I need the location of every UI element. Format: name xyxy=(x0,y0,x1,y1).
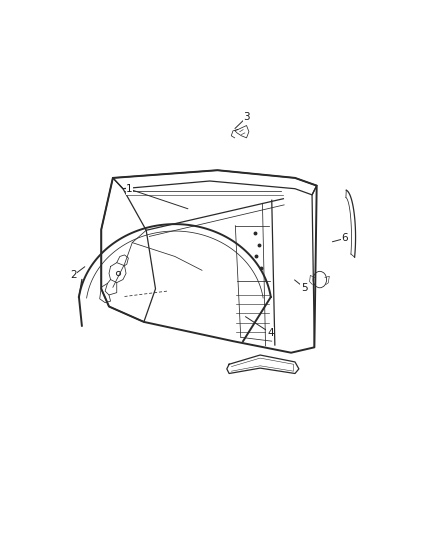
Text: 1: 1 xyxy=(126,184,133,194)
Text: 5: 5 xyxy=(301,282,307,293)
Text: 4: 4 xyxy=(267,328,274,338)
Text: 3: 3 xyxy=(243,112,250,122)
Text: 2: 2 xyxy=(70,270,77,280)
Text: 6: 6 xyxy=(342,233,348,244)
